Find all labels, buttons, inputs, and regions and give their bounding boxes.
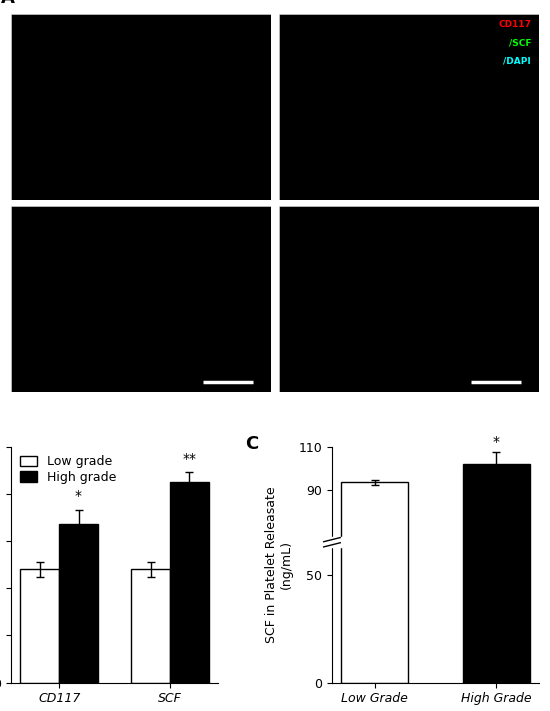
Bar xyxy=(315,537,349,547)
Bar xyxy=(170,481,208,683)
Bar xyxy=(342,482,408,683)
Text: **: ** xyxy=(182,451,196,466)
Text: *: * xyxy=(493,435,500,449)
Legend: Low grade, High grade: Low grade, High grade xyxy=(17,453,119,486)
Y-axis label: SCF in Platelet Releasate
(ng/mL): SCF in Platelet Releasate (ng/mL) xyxy=(265,486,293,643)
Bar xyxy=(59,524,98,683)
Text: A: A xyxy=(1,0,14,6)
Text: C: C xyxy=(245,435,258,453)
Text: CD117: CD117 xyxy=(498,20,531,29)
Bar xyxy=(463,464,530,683)
Bar xyxy=(20,570,59,683)
Text: /DAPI: /DAPI xyxy=(503,57,531,66)
Text: *: * xyxy=(75,489,82,503)
Text: /SCF: /SCF xyxy=(509,38,531,48)
Bar xyxy=(131,570,170,683)
